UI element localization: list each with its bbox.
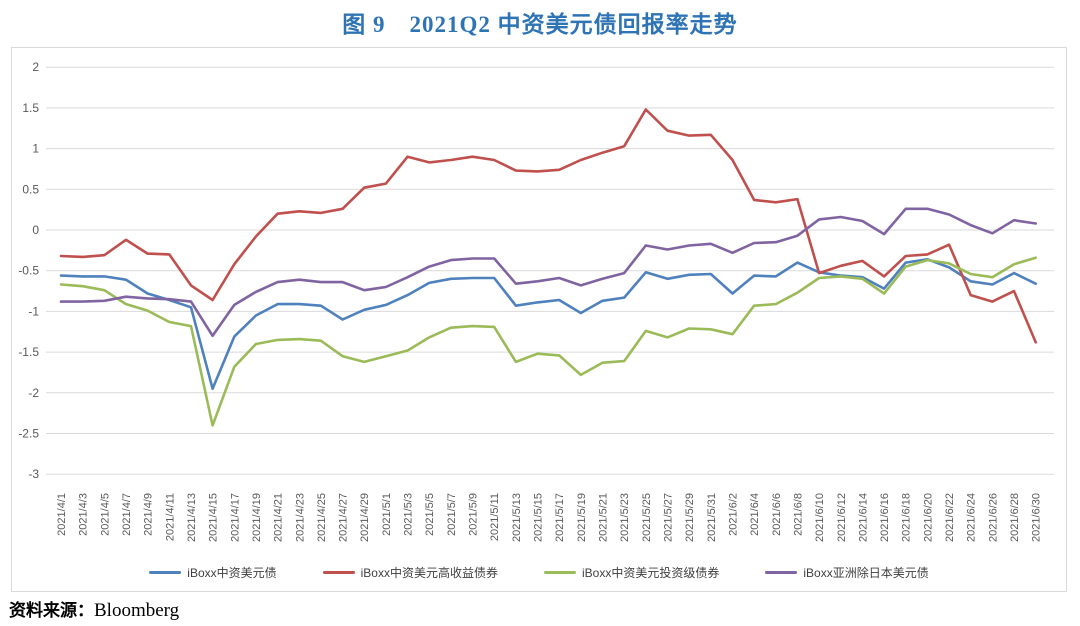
x-tick-label: 2021/5/21 — [598, 493, 610, 542]
y-tick-label: 0.5 — [22, 182, 39, 196]
x-tick-label: 2021/4/11 — [164, 493, 176, 541]
x-tick-label: 2021/4/9 — [143, 493, 155, 536]
x-tick-label: 2021/4/3 — [78, 493, 90, 536]
legend-item-high-yield: iBoxx中资美元高收益债券 — [322, 564, 498, 581]
x-tick-label: 2021/5/15 — [533, 493, 545, 542]
x-tick-label: 2021/4/7 — [121, 493, 133, 536]
x-tick-label: 2021/4/1 — [56, 493, 68, 536]
legend-label: iBoxx中资美元债 — [187, 566, 277, 580]
x-tick-label: 2021/6/16 — [879, 493, 891, 542]
x-tick-label: 2021/6/18 — [901, 493, 913, 542]
x-tick-label: 2021/4/27 — [338, 493, 350, 542]
legend-line-swatch-green — [544, 571, 576, 574]
chart-svg: 2 1.5 1 0.5 0 -0.5 -1 -1.5 -2 -2.5 -3 2021/4/1 2021/… — [18, 60, 1054, 542]
x-tick-label: 2021/5/1 — [381, 493, 393, 536]
legend-item-asia-ex-japan: iBoxx亚洲除日本美元债 — [765, 564, 929, 581]
x-tick-label: 2021/5/23 — [619, 493, 631, 542]
x-tick-label: 2021/5/27 — [663, 493, 675, 542]
x-tick-label: 2021/4/13 — [186, 493, 198, 542]
x-tick-label: 2021/6/6 — [771, 493, 783, 536]
y-tick-label: 0 — [32, 223, 39, 237]
legend-item-investment-grade: iBoxx中资美元投资级债券 — [544, 564, 719, 581]
x-tick-label: 2021/5/7 — [446, 493, 458, 536]
x-tick-label: 2021/5/25 — [641, 493, 653, 542]
x-tick-label: 2021/5/5 — [424, 493, 436, 536]
x-tick-label: 2021/5/13 — [511, 493, 523, 542]
source-note: 资料来源：Bloomberg — [9, 596, 179, 622]
x-tick-label: 2021/5/17 — [554, 493, 566, 542]
x-tick-label: 2021/4/15 — [208, 493, 220, 542]
x-tick-label: 2021/6/2 — [728, 493, 740, 536]
x-tick-label: 2021/6/12 — [836, 493, 848, 542]
x-tick-label: 2021/4/19 — [251, 493, 263, 542]
series-line-1 — [59, 258, 1038, 391]
y-tick-label: 1.5 — [22, 101, 39, 115]
x-tick-label: 2021/5/31 — [706, 493, 718, 542]
legend-line-swatch-red — [322, 571, 355, 574]
chart-legend: iBoxx中资美元债 iBoxx中资美元高收益债券 iBoxx中资美元投资级债券… — [12, 564, 1066, 581]
x-tick-label: 2021/4/25 — [316, 493, 328, 542]
chart-container: 2 1.5 1 0.5 0 -0.5 -1 -1.5 -2 -2.5 -3 2021/4/1 2021/… — [11, 47, 1067, 592]
x-tick-label: 2021/6/22 — [944, 493, 956, 542]
series-line-2 — [59, 108, 1038, 344]
x-tick-label: 2021/4/23 — [294, 493, 306, 542]
x-tick-label: 2021/6/28 — [1009, 493, 1021, 542]
x-tick-label: 2021/6/20 — [922, 493, 934, 542]
legend-label: iBoxx中资美元高收益债券 — [360, 566, 498, 580]
y-tick-label: -1.5 — [18, 345, 39, 359]
x-tick-label: 2021/5/9 — [468, 493, 480, 536]
x-tick-label: 2021/6/26 — [987, 493, 999, 542]
x-tick-label: 2021/6/14 — [857, 493, 869, 542]
legend-line-swatch-blue — [149, 571, 182, 574]
x-tick-label: 2021/6/8 — [792, 493, 804, 536]
source-label: 资料来源： — [9, 601, 94, 620]
y-tick-label: -1 — [28, 304, 39, 318]
x-tick-label: 2021/4/21 — [273, 493, 285, 542]
y-tick-label: 1 — [32, 142, 39, 156]
x-tick-label: 2021/5/3 — [403, 493, 415, 536]
x-tick-label: 2021/6/4 — [749, 493, 761, 536]
source-value: Bloomberg — [94, 600, 180, 621]
legend-label: iBoxx亚洲除日本美元债 — [803, 566, 929, 580]
x-tick-label: 2021/6/10 — [814, 493, 826, 542]
figure-title: 图 9 2021Q2 中资美元债回报率走势 — [342, 12, 738, 37]
x-tick-label: 2021/5/29 — [684, 493, 696, 542]
x-tick-label: 2021/6/30 — [1031, 493, 1043, 542]
y-tick-label: -2.5 — [18, 427, 39, 441]
legend-line-swatch-purple — [765, 571, 798, 574]
x-tick-label: 2021/4/5 — [99, 493, 111, 536]
x-tick-label: 2021/4/29 — [359, 493, 371, 542]
series-line-3 — [59, 256, 1038, 427]
legend-item-cny-usd-bond: iBoxx中资美元债 — [149, 564, 277, 581]
x-tick-label: 2021/5/19 — [576, 493, 588, 542]
series-line-4 — [59, 207, 1038, 338]
y-tick-label: -2 — [28, 386, 39, 400]
x-tick-label: 2021/5/11 — [489, 493, 501, 541]
y-tick-label: 2 — [32, 60, 39, 74]
y-tick-label: -3 — [28, 467, 39, 481]
y-tick-label: -0.5 — [18, 264, 39, 278]
x-tick-label: 2021/4/17 — [229, 493, 241, 542]
legend-label: iBoxx中资美元投资级债券 — [582, 566, 720, 580]
x-tick-label: 2021/6/24 — [966, 493, 978, 542]
